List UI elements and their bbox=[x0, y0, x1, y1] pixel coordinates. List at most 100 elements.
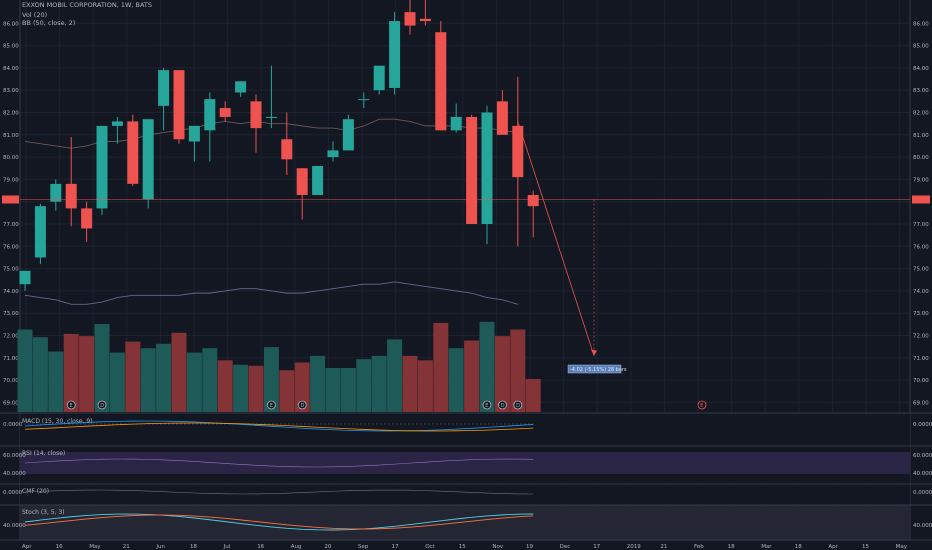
chart-title: EXXON MOBIL CORPORATION, 1W, BATS bbox=[22, 1, 153, 9]
price-axis-tick-right: 76.00 bbox=[913, 244, 929, 250]
candle-body bbox=[142, 119, 154, 200]
volume-bar bbox=[140, 348, 156, 412]
cmf-line bbox=[24, 489, 534, 495]
time-axis-tick: 18 bbox=[795, 544, 802, 550]
candle-body bbox=[327, 150, 339, 158]
price-axis-tick-right: 83.00 bbox=[913, 88, 929, 94]
rsi-tick-right: 60.0000 bbox=[913, 453, 932, 459]
rsi-tick-left: 60.0000 bbox=[3, 453, 26, 459]
volume-bar bbox=[186, 352, 202, 412]
price-axis-tick-right: 79.00 bbox=[913, 177, 929, 183]
volume-bar bbox=[17, 329, 33, 412]
projection-arrow bbox=[517, 121, 595, 356]
price-axis-tick-left: 76.00 bbox=[3, 244, 19, 250]
candle-body bbox=[481, 112, 493, 224]
candle-body bbox=[404, 12, 416, 26]
candle-body bbox=[296, 168, 308, 196]
event-marker-letter: E bbox=[485, 403, 488, 409]
rsi-tick-right: 40.0000 bbox=[913, 471, 932, 477]
volume-bar bbox=[371, 355, 387, 412]
volume-bar bbox=[325, 368, 341, 412]
price-axis-tick-left: 74.00 bbox=[3, 289, 19, 295]
price-axis-tick-right: 71.00 bbox=[913, 356, 929, 362]
stoch-d-line bbox=[24, 514, 534, 530]
price-axis-tick-right: 84.00 bbox=[913, 66, 929, 72]
time-axis-tick: 18 bbox=[728, 544, 735, 550]
volume-bar bbox=[171, 332, 187, 412]
volume-bar bbox=[94, 324, 110, 412]
volume-bar bbox=[32, 337, 48, 412]
macd-line bbox=[24, 420, 534, 432]
candle-body bbox=[34, 206, 46, 258]
stoch-k-line bbox=[24, 513, 534, 531]
time-axis-tick: May bbox=[896, 544, 908, 550]
volume-bar bbox=[248, 365, 264, 412]
candle-body bbox=[50, 183, 62, 202]
volume-bar bbox=[156, 343, 172, 412]
stoch-tick-right: 40.0000 bbox=[913, 523, 932, 529]
volume-bar bbox=[340, 368, 356, 412]
event-marker-letter: E bbox=[270, 403, 273, 409]
rsi-line bbox=[24, 458, 534, 468]
event-marker bbox=[97, 400, 107, 410]
candle-body bbox=[358, 99, 370, 101]
time-axis-tick: 16 bbox=[56, 544, 63, 550]
price-axis-tick-left: 72.00 bbox=[3, 334, 19, 340]
time-axis-tick: Dec bbox=[560, 544, 571, 550]
candle-body bbox=[527, 195, 539, 207]
volume-bar bbox=[48, 351, 64, 412]
bollinger-indicator-label[interactable]: BB (50, close, 2) bbox=[22, 19, 76, 27]
time-axis-tick: Apr bbox=[828, 544, 838, 550]
time-axis-tick: May bbox=[89, 544, 101, 550]
volume-bar bbox=[464, 340, 480, 412]
stoch-label: Stoch (3, 5, 3) bbox=[22, 509, 65, 516]
event-marker bbox=[266, 400, 276, 410]
event-marker bbox=[697, 400, 707, 410]
price-axis-tick-left: 73.00 bbox=[3, 311, 19, 317]
macd-label: MACD (15, 30, close, 9) bbox=[22, 418, 93, 425]
price-axis-tick-right: 75.00 bbox=[913, 267, 929, 273]
candle-body bbox=[158, 70, 170, 106]
volume-bar bbox=[279, 370, 295, 412]
candle-body bbox=[81, 208, 93, 229]
time-axis-tick: Feb bbox=[694, 544, 704, 550]
volume-bar bbox=[79, 336, 95, 412]
candle-body bbox=[265, 116, 277, 118]
time-axis-tick: 2019 bbox=[627, 544, 641, 550]
price-axis-tick-left: 80.00 bbox=[3, 155, 19, 161]
projection-arrow-head bbox=[591, 349, 597, 356]
candle-body bbox=[204, 99, 216, 131]
candle-body bbox=[65, 183, 77, 209]
volume-bar bbox=[433, 322, 449, 412]
time-axis-tick: 19 bbox=[526, 544, 533, 550]
price-axis-tick-left: 71.00 bbox=[3, 356, 19, 362]
time-axis-tick: 16 bbox=[257, 544, 264, 550]
price-axis-tick-right: 85.00 bbox=[913, 44, 929, 50]
candle-body bbox=[281, 139, 293, 160]
volume-bar bbox=[109, 352, 125, 412]
time-axis-tick: Apr bbox=[22, 544, 32, 550]
candle-body bbox=[435, 32, 447, 131]
time-axis-tick: 20 bbox=[324, 544, 331, 550]
price-axis-tick-left: 84.00 bbox=[3, 66, 19, 72]
macd-tick-right: 0.0000 bbox=[913, 422, 932, 428]
candle-body bbox=[450, 116, 462, 131]
candle-body bbox=[496, 101, 508, 135]
candle-body bbox=[466, 116, 478, 224]
price-marker-left bbox=[2, 195, 19, 204]
event-marker-letter: E bbox=[700, 403, 703, 409]
candle-body bbox=[127, 121, 139, 184]
time-axis-tick: Jul bbox=[223, 544, 231, 550]
price-axis-tick-right: 80.00 bbox=[913, 155, 929, 161]
event-marker-letter: D bbox=[301, 403, 305, 409]
volume-bar bbox=[310, 355, 326, 412]
volume-bar bbox=[417, 360, 433, 412]
target-label-box bbox=[567, 364, 622, 374]
rsi-tick-left: 40.0000 bbox=[3, 471, 26, 477]
volume-indicator-label[interactable]: Vol (20) bbox=[22, 11, 48, 19]
volume-bar bbox=[125, 341, 141, 412]
time-axis-tick: 21 bbox=[123, 544, 130, 550]
volume-bar bbox=[448, 348, 464, 412]
candle-body bbox=[235, 81, 247, 93]
